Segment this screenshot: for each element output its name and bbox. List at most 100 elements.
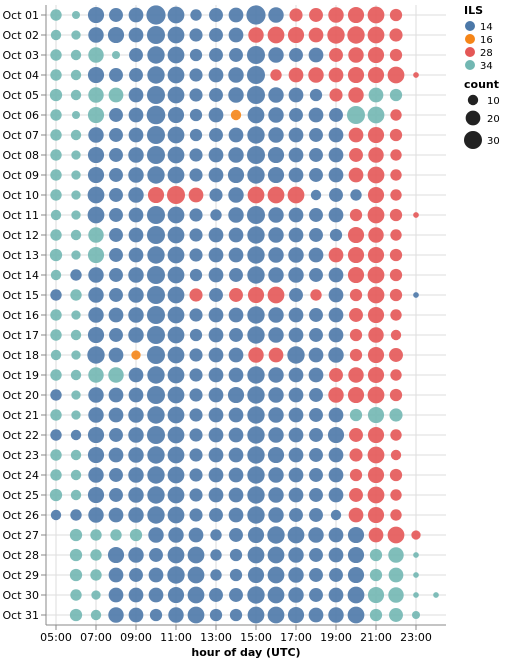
data-point <box>189 388 203 402</box>
data-point <box>287 186 305 204</box>
data-point <box>50 129 62 141</box>
data-point <box>109 428 123 442</box>
data-point <box>50 449 62 461</box>
data-point <box>128 107 144 123</box>
data-point <box>389 48 403 62</box>
data-point <box>388 567 404 583</box>
data-point <box>111 50 121 60</box>
data-point <box>349 408 363 422</box>
y-tick-label: Oct 31 <box>2 609 39 622</box>
data-point <box>247 426 265 444</box>
data-point <box>367 166 385 184</box>
data-point <box>268 307 284 323</box>
data-point <box>109 188 123 202</box>
data-point <box>87 446 105 464</box>
data-point <box>309 88 323 102</box>
data-point <box>268 487 284 503</box>
data-point <box>289 48 303 62</box>
data-point <box>87 346 105 364</box>
data-point <box>288 147 304 163</box>
data-point <box>349 148 363 162</box>
data-point <box>389 408 403 422</box>
data-point <box>70 509 82 521</box>
data-point <box>187 546 205 564</box>
data-point <box>88 407 104 423</box>
data-point <box>247 526 265 544</box>
data-point <box>367 586 385 604</box>
data-point <box>108 587 124 603</box>
data-point <box>50 149 62 161</box>
data-point <box>167 446 185 464</box>
marks-layer <box>49 5 439 624</box>
data-point <box>69 568 83 582</box>
data-point <box>248 27 264 43</box>
data-point <box>128 327 144 343</box>
data-point <box>148 587 164 603</box>
data-point <box>347 546 365 564</box>
data-point <box>267 286 285 304</box>
data-point <box>189 448 203 462</box>
data-point <box>329 568 343 582</box>
data-point <box>168 527 184 543</box>
data-point <box>367 46 385 64</box>
data-point <box>268 407 284 423</box>
data-point <box>389 8 403 22</box>
data-point <box>88 267 104 283</box>
data-point <box>247 566 265 584</box>
x-axis-title: hour of day (UTC) <box>191 646 300 659</box>
data-point <box>128 547 144 563</box>
data-point <box>289 108 303 122</box>
data-point <box>228 87 244 103</box>
data-point <box>228 147 244 163</box>
data-point <box>128 167 144 183</box>
x-tick-label: 19:00 <box>320 631 352 644</box>
data-point <box>328 147 344 163</box>
data-point <box>309 468 323 482</box>
data-point <box>50 29 62 41</box>
data-point <box>88 287 104 303</box>
data-point <box>268 267 284 283</box>
data-point <box>128 307 144 323</box>
data-point <box>247 406 265 424</box>
data-point <box>329 188 343 202</box>
data-point <box>131 350 141 360</box>
x-tick-label: 07:00 <box>80 631 112 644</box>
ils-legend-label: 16 <box>480 35 493 46</box>
data-point <box>390 189 402 201</box>
data-point <box>413 292 419 298</box>
data-point <box>267 526 285 544</box>
data-point <box>167 466 185 484</box>
data-point <box>247 206 265 224</box>
y-tick-label: Oct 14 <box>2 269 39 282</box>
data-point <box>128 447 144 463</box>
data-point <box>367 466 385 484</box>
data-point <box>209 508 223 522</box>
data-point <box>308 367 324 383</box>
y-tick-label: Oct 08 <box>2 149 39 162</box>
data-point <box>229 328 243 342</box>
data-point <box>268 7 284 23</box>
data-point <box>167 406 185 424</box>
x-tick-label: 17:00 <box>280 631 312 644</box>
data-point <box>209 288 223 302</box>
size-legend-items: 10 20 30 <box>464 94 500 149</box>
data-point <box>88 27 104 43</box>
data-point <box>390 369 402 381</box>
data-point <box>328 607 344 623</box>
data-point <box>88 307 104 323</box>
data-point <box>229 288 243 302</box>
data-point <box>367 66 385 84</box>
data-point <box>70 429 82 441</box>
data-point <box>228 407 244 423</box>
data-point <box>289 288 303 302</box>
data-point <box>349 288 363 302</box>
data-point <box>128 487 144 503</box>
data-point <box>390 149 402 161</box>
data-point <box>309 388 323 402</box>
data-point <box>167 26 185 44</box>
data-point <box>147 166 165 184</box>
data-point <box>167 306 185 324</box>
data-point <box>146 5 166 25</box>
data-point <box>329 108 343 122</box>
